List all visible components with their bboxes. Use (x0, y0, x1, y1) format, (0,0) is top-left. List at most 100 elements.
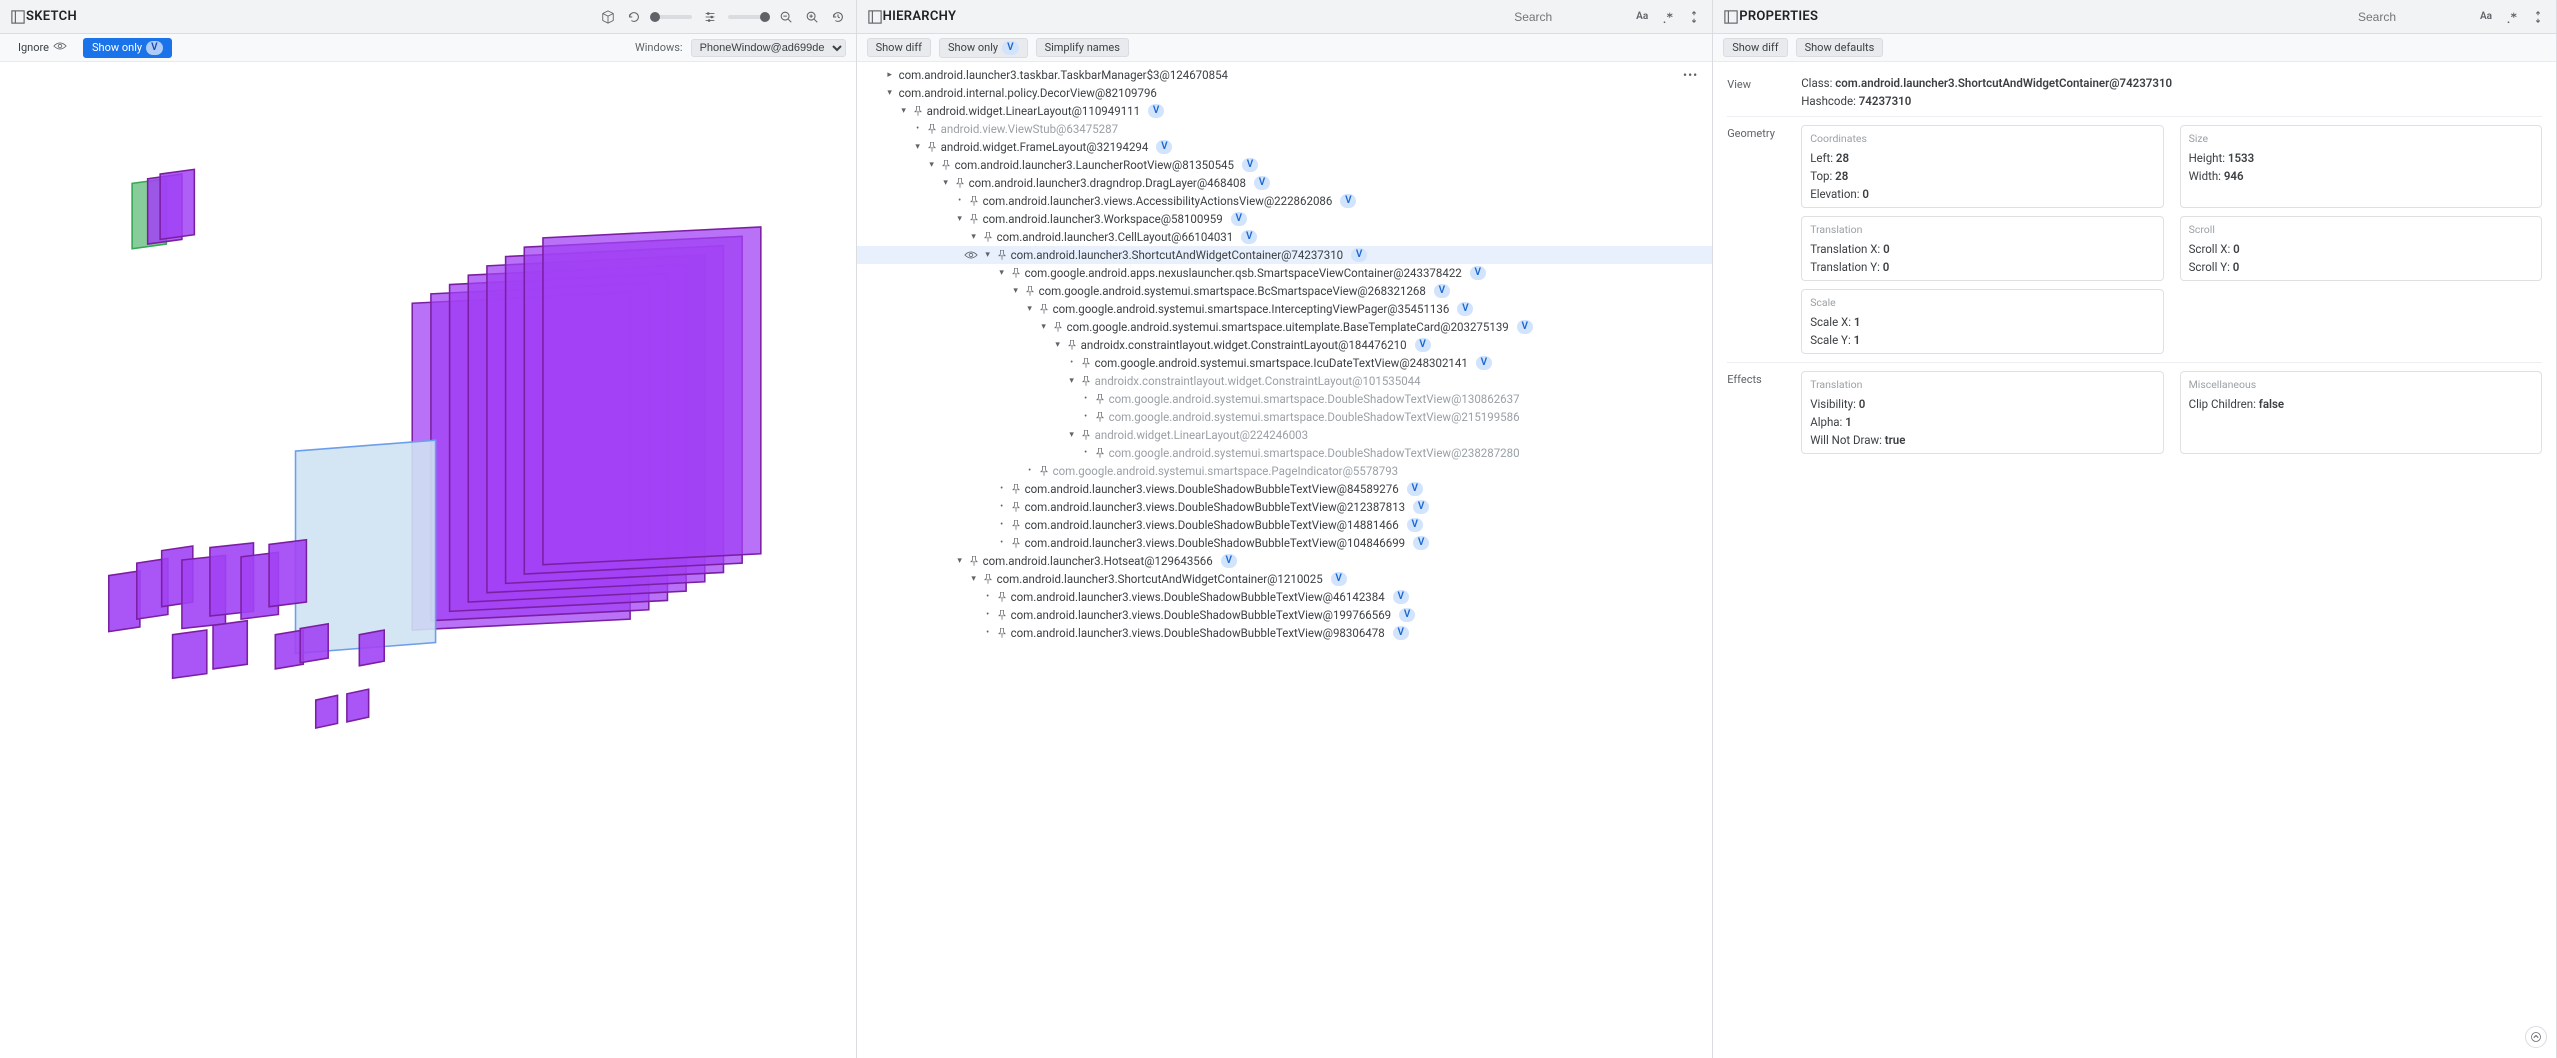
expand-toggle-icon[interactable]: ▾ (899, 103, 909, 119)
tree-row[interactable]: ▾com.android.launcher3.ShortcutAndWidget… (857, 246, 1713, 264)
match-case-icon[interactable]: Aa (1634, 9, 1650, 25)
tree-row[interactable]: ▾com.android.launcher3.ShortcutAndWidget… (857, 570, 1713, 588)
expand-toggle-icon[interactable]: ▾ (997, 265, 1007, 281)
geometry-translation-card: Translation Translation X: 0 Translation… (1801, 216, 2163, 281)
tree-row[interactable]: ▾com.android.launcher3.LauncherRootView@… (857, 156, 1713, 174)
show-only-button[interactable]: Show only V (83, 38, 172, 58)
tree-row[interactable]: •com.android.launcher3.views.DoubleShado… (857, 480, 1713, 498)
ignore-button[interactable]: Ignore (10, 39, 75, 56)
simplify-names-button[interactable]: Simplify names (1036, 38, 1129, 57)
tree-row[interactable]: •com.android.launcher3.views.DoubleShado… (857, 588, 1713, 606)
match-case-icon[interactable]: Aa (2478, 9, 2494, 25)
expand-toggle-icon[interactable]: ▾ (1039, 319, 1049, 335)
scroll-up-fab[interactable] (2525, 1026, 2547, 1048)
tree-row[interactable]: •com.google.android.systemui.smartspace.… (857, 444, 1713, 462)
sketch-layer[interactable] (275, 630, 303, 669)
windows-select[interactable]: PhoneWindow@ad699de (691, 39, 846, 57)
tree-row[interactable]: •com.google.android.systemui.smartspace.… (857, 354, 1713, 372)
expand-toggle-icon[interactable]: ▾ (1067, 427, 1077, 443)
expand-toggle-icon[interactable]: ▾ (969, 571, 979, 587)
tree-node-label: com.android.launcher3.views.DoubleShadow… (1025, 481, 1399, 497)
sketch-layer[interactable] (347, 689, 369, 722)
expand-toggle-icon[interactable]: ▾ (1067, 373, 1077, 389)
hierarchy-tree[interactable]: ▸com.android.launcher3.taskbar.TaskbarMa… (857, 62, 1713, 1058)
expand-toggle-icon[interactable]: ▾ (1011, 283, 1021, 299)
bullet-icon: • (997, 499, 1007, 515)
sketch-layer[interactable] (543, 227, 761, 565)
expand-toggle-icon[interactable]: ▾ (1025, 301, 1035, 317)
tree-row[interactable]: ▾com.google.android.systemui.smartspace.… (857, 300, 1713, 318)
tree-row[interactable]: •com.android.launcher3.views.DoubleShado… (857, 516, 1713, 534)
sketch-layer[interactable] (359, 630, 384, 666)
layer-spacing-slider[interactable] (652, 15, 692, 19)
expand-toggle-icon[interactable]: ▾ (955, 211, 965, 227)
hierarchy-search-input[interactable] (1514, 10, 1634, 24)
expand-toggle-icon[interactable]: ▾ (941, 175, 951, 191)
sketch-layer[interactable] (296, 440, 436, 653)
sketch-layer[interactable] (109, 571, 140, 632)
expand-toggle-icon[interactable]: ▾ (955, 553, 965, 569)
sketch-layer[interactable] (173, 630, 207, 678)
tree-node-label: com.android.launcher3.views.DoubleShadow… (1011, 625, 1385, 641)
sketch-layer[interactable] (160, 169, 194, 239)
expand-toggle-icon[interactable]: ▾ (1053, 337, 1063, 353)
v-badge: V (1399, 608, 1415, 622)
tree-row[interactable]: ▾com.android.launcher3.CellLayout@661040… (857, 228, 1713, 246)
tree-row[interactable]: ▾android.widget.FrameLayout@32194294V (857, 138, 1713, 156)
expand-toggle-icon[interactable]: ▾ (969, 229, 979, 245)
sketch-layer[interactable] (300, 624, 328, 663)
expand-toggle-icon[interactable]: ▾ (885, 85, 895, 101)
depth-slider[interactable] (728, 15, 768, 19)
tree-row[interactable]: ▾com.android.launcher3.Workspace@5810095… (857, 210, 1713, 228)
zoom-out-icon[interactable] (778, 9, 794, 25)
show-only-filter-button[interactable]: Show only V (939, 38, 1028, 58)
properties-search-input[interactable] (2358, 10, 2478, 24)
tree-row[interactable]: •com.android.launcher3.views.Accessibili… (857, 192, 1713, 210)
tree-row[interactable]: ▾com.android.launcher3.dragndrop.DragLay… (857, 174, 1713, 192)
prop-show-diff-button[interactable]: Show diff (1723, 38, 1787, 57)
tree-row[interactable]: ▾android.widget.LinearLayout@224246003 (857, 426, 1713, 444)
visibility-eye-icon[interactable] (963, 250, 979, 260)
rotate-icon[interactable] (626, 9, 642, 25)
tree-row[interactable]: ▸com.android.launcher3.taskbar.TaskbarMa… (857, 66, 1713, 84)
tree-row[interactable]: ▾androidx.constraintlayout.widget.Constr… (857, 372, 1713, 390)
zoom-in-icon[interactable] (804, 9, 820, 25)
expand-toggle-icon[interactable]: ▸ (885, 67, 895, 83)
regex-icon[interactable] (2504, 9, 2520, 25)
tree-row[interactable]: ▾androidx.constraintlayout.widget.Constr… (857, 336, 1713, 354)
tree-row[interactable]: ▾com.android.internal.policy.DecorView@8… (857, 84, 1713, 102)
tree-node-label: com.android.launcher3.taskbar.TaskbarMan… (899, 67, 1228, 83)
sy-value: 0 (2233, 260, 2240, 274)
expand-toggle-icon[interactable]: ▾ (913, 139, 923, 155)
sketch-layer[interactable] (269, 540, 306, 607)
sliders-icon[interactable] (702, 9, 718, 25)
tree-row[interactable]: •com.android.launcher3.views.DoubleShado… (857, 624, 1713, 642)
sketch-layer[interactable] (316, 695, 338, 728)
tree-row[interactable]: •com.android.launcher3.views.DoubleShado… (857, 498, 1713, 516)
show-diff-button[interactable]: Show diff (867, 38, 931, 57)
regex-icon[interactable] (1660, 9, 1676, 25)
tree-row[interactable]: •com.android.launcher3.views.DoubleShado… (857, 534, 1713, 552)
expand-icon[interactable] (1686, 9, 1702, 25)
tree-row[interactable]: •com.google.android.systemui.smartspace.… (857, 390, 1713, 408)
tree-row[interactable]: •com.google.android.systemui.smartspace.… (857, 408, 1713, 426)
tree-row[interactable]: ▾android.widget.LinearLayout@110949111V (857, 102, 1713, 120)
tree-row[interactable]: ▾com.android.launcher3.Hotseat@129643566… (857, 552, 1713, 570)
expand-toggle-icon[interactable]: ▾ (927, 157, 937, 173)
tree-row[interactable]: ▾com.google.android.apps.nexuslauncher.q… (857, 264, 1713, 282)
expand-icon[interactable] (2530, 9, 2546, 25)
expand-toggle-icon[interactable]: ▾ (983, 247, 993, 263)
prop-show-defaults-button[interactable]: Show defaults (1796, 38, 1884, 57)
tree-row[interactable]: •com.google.android.systemui.smartspace.… (857, 462, 1713, 480)
tree-row[interactable]: •com.android.launcher3.views.DoubleShado… (857, 606, 1713, 624)
tree-row[interactable]: •android.view.ViewStub@63475287 (857, 120, 1713, 138)
bullet-icon: • (913, 121, 923, 137)
tree-row[interactable]: ▾com.google.android.systemui.smartspace.… (857, 282, 1713, 300)
cube-icon[interactable] (600, 9, 616, 25)
sketch-layer[interactable] (213, 621, 247, 669)
history-icon[interactable] (830, 9, 846, 25)
v-badge: V (1242, 158, 1258, 172)
overflow-icon[interactable]: ••• (1683, 67, 1704, 83)
sketch-canvas[interactable] (0, 62, 856, 1058)
tree-row[interactable]: ▾com.google.android.systemui.smartspace.… (857, 318, 1713, 336)
